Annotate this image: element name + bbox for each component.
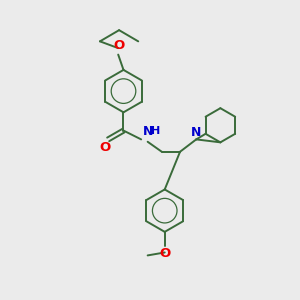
Text: N: N (190, 125, 201, 139)
Text: H: H (151, 126, 160, 136)
Text: O: O (159, 248, 170, 260)
Text: O: O (99, 141, 110, 154)
Text: O: O (114, 39, 125, 52)
Text: N: N (143, 124, 154, 138)
